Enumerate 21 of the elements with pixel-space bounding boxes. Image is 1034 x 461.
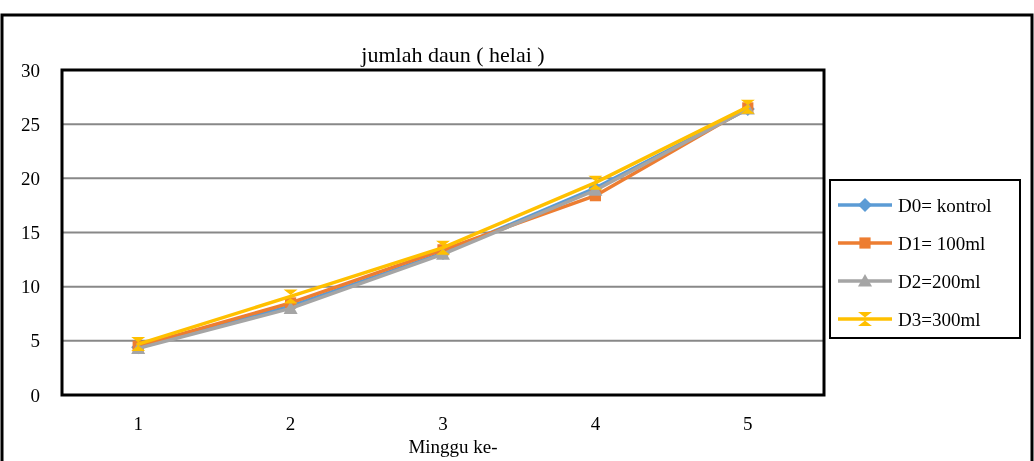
y-tick-label: 25 [21,113,40,135]
x-tick-label: 5 [743,413,753,434]
legend-label: D2=200ml [898,270,981,292]
point [283,289,298,304]
point [436,240,450,255]
x-tick-label: 2 [285,413,296,434]
y-tick-label: 0 [30,384,40,406]
x-axis-title: Minggu ke- [408,436,498,457]
legend-label: D0= kontrol [898,194,992,216]
chart-title: jumlah daun ( helai ) [360,42,545,67]
y-tick-label: 15 [21,222,40,244]
y-tick-label: 20 [21,167,40,189]
y-tick-label: 10 [21,276,40,298]
legend-label: D1= 100ml [898,232,986,254]
y-tick-label: 5 [30,330,40,352]
x-tick-label: 1 [133,413,143,434]
legend-label: D3=300ml [898,308,981,330]
point [588,175,603,190]
x-tick-label: 4 [590,413,601,434]
x-tick-label: 3 [438,413,448,434]
y-tick-label: 30 [21,59,40,81]
